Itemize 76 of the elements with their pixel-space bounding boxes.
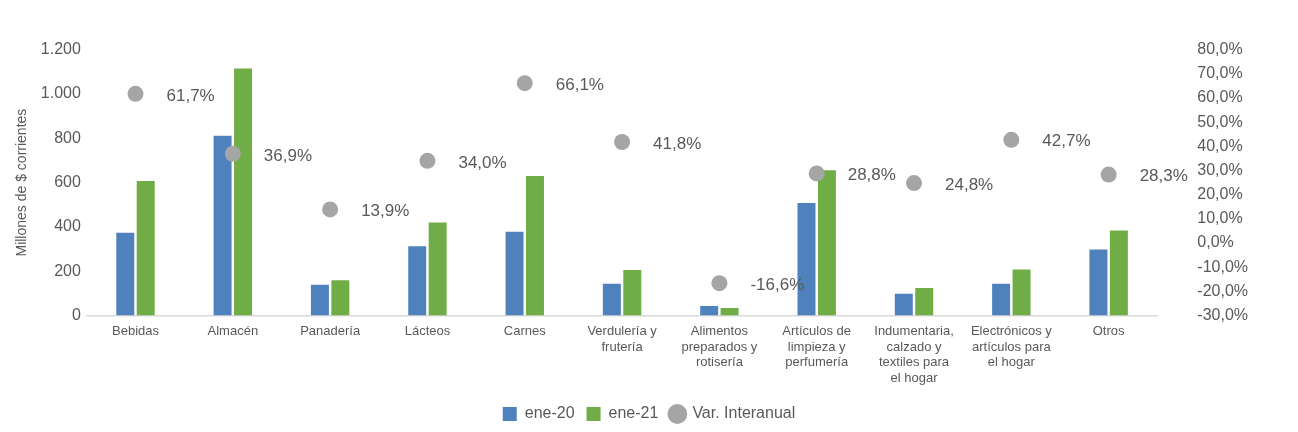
y-tick-label: 600 bbox=[54, 173, 81, 191]
y-tick-label: 800 bbox=[54, 128, 81, 146]
legend-label: Var. Interanual bbox=[692, 404, 796, 422]
x-tick-label: Otros bbox=[1092, 322, 1126, 338]
y2-tick-label: -20,0% bbox=[1197, 281, 1249, 299]
bar bbox=[525, 175, 544, 316]
y2-tick-label: 70,0% bbox=[1197, 64, 1243, 82]
bar bbox=[234, 68, 253, 316]
bar bbox=[602, 283, 621, 316]
data-label: 24,8% bbox=[945, 174, 994, 194]
point bbox=[614, 133, 631, 150]
point bbox=[419, 152, 436, 169]
x-tick-label: Electrónicos y artículos para el hogar bbox=[970, 322, 1053, 370]
data-label: 66,1% bbox=[555, 74, 604, 94]
y2-tick-label: 80,0% bbox=[1197, 40, 1243, 58]
y-tick-label: 1.000 bbox=[40, 84, 81, 102]
point bbox=[516, 75, 533, 92]
bar bbox=[700, 306, 719, 316]
y-axis-title: Millones de $ corrientes bbox=[13, 108, 30, 257]
bar bbox=[331, 280, 350, 316]
bar bbox=[310, 284, 329, 316]
point bbox=[906, 175, 923, 192]
data-label: 36,9% bbox=[263, 145, 313, 165]
bar bbox=[1012, 269, 1031, 316]
bar bbox=[720, 308, 739, 316]
point bbox=[1003, 131, 1020, 148]
bar bbox=[915, 288, 934, 316]
bar bbox=[116, 232, 135, 316]
y-tick-label: 400 bbox=[54, 217, 81, 235]
y2-tick-label: 30,0% bbox=[1197, 160, 1243, 178]
x-tick-label: Almacén bbox=[207, 322, 259, 338]
y2-tick-label: 0,0% bbox=[1197, 233, 1234, 251]
bar bbox=[1089, 249, 1108, 316]
data-label: 13,9% bbox=[361, 201, 410, 221]
bar bbox=[505, 231, 524, 316]
point bbox=[1100, 166, 1117, 183]
point bbox=[711, 275, 728, 292]
data-label: 42,7% bbox=[1042, 131, 1091, 151]
y-tick-label: 1.200 bbox=[40, 40, 81, 58]
data-label: 28,8% bbox=[847, 165, 896, 185]
y2-tick-label: 60,0% bbox=[1197, 88, 1243, 106]
bar bbox=[894, 293, 913, 316]
point bbox=[322, 201, 339, 218]
x-tick-label: Carnes bbox=[503, 322, 547, 338]
x-tick-label: Verdulería y frutería bbox=[587, 322, 658, 354]
x-tick-label: Lácteos bbox=[404, 322, 451, 338]
bar bbox=[408, 246, 427, 316]
x-tick-label: Alimentos preparados y rotisería bbox=[681, 322, 758, 370]
y2-tick-label: -10,0% bbox=[1197, 257, 1249, 275]
data-label: 28,3% bbox=[1139, 166, 1188, 186]
y-tick-label: 0 bbox=[71, 306, 81, 324]
y2-tick-label: 40,0% bbox=[1197, 136, 1243, 154]
legend-label: ene-20 bbox=[524, 404, 575, 422]
data-label: 34,0% bbox=[458, 152, 507, 172]
bar bbox=[213, 135, 232, 316]
bar bbox=[992, 283, 1011, 316]
bar bbox=[1109, 230, 1128, 316]
data-label: 61,7% bbox=[166, 85, 215, 105]
y2-tick-label: 50,0% bbox=[1197, 112, 1243, 130]
x-tick-label: Indumentaria, calzado y textiles para el hogar bbox=[874, 322, 954, 385]
point bbox=[808, 165, 825, 182]
y2-tick-label: 10,0% bbox=[1197, 209, 1243, 227]
bar bbox=[428, 222, 447, 316]
data-label: 41,8% bbox=[653, 133, 702, 153]
bar bbox=[136, 181, 155, 316]
bar bbox=[817, 170, 836, 316]
legend-label: ene-21 bbox=[608, 404, 659, 422]
y2-tick-label: 20,0% bbox=[1197, 185, 1243, 203]
point bbox=[224, 145, 241, 162]
y-tick-label: 200 bbox=[54, 261, 81, 279]
x-tick-label: Bebidas bbox=[112, 322, 160, 338]
point bbox=[127, 85, 144, 102]
x-tick-label: Artículos de limpieza y perfumería bbox=[782, 322, 852, 370]
bar bbox=[623, 269, 642, 316]
x-tick-label: Panadería bbox=[300, 322, 361, 338]
y2-tick-label: -30,0% bbox=[1197, 306, 1249, 324]
